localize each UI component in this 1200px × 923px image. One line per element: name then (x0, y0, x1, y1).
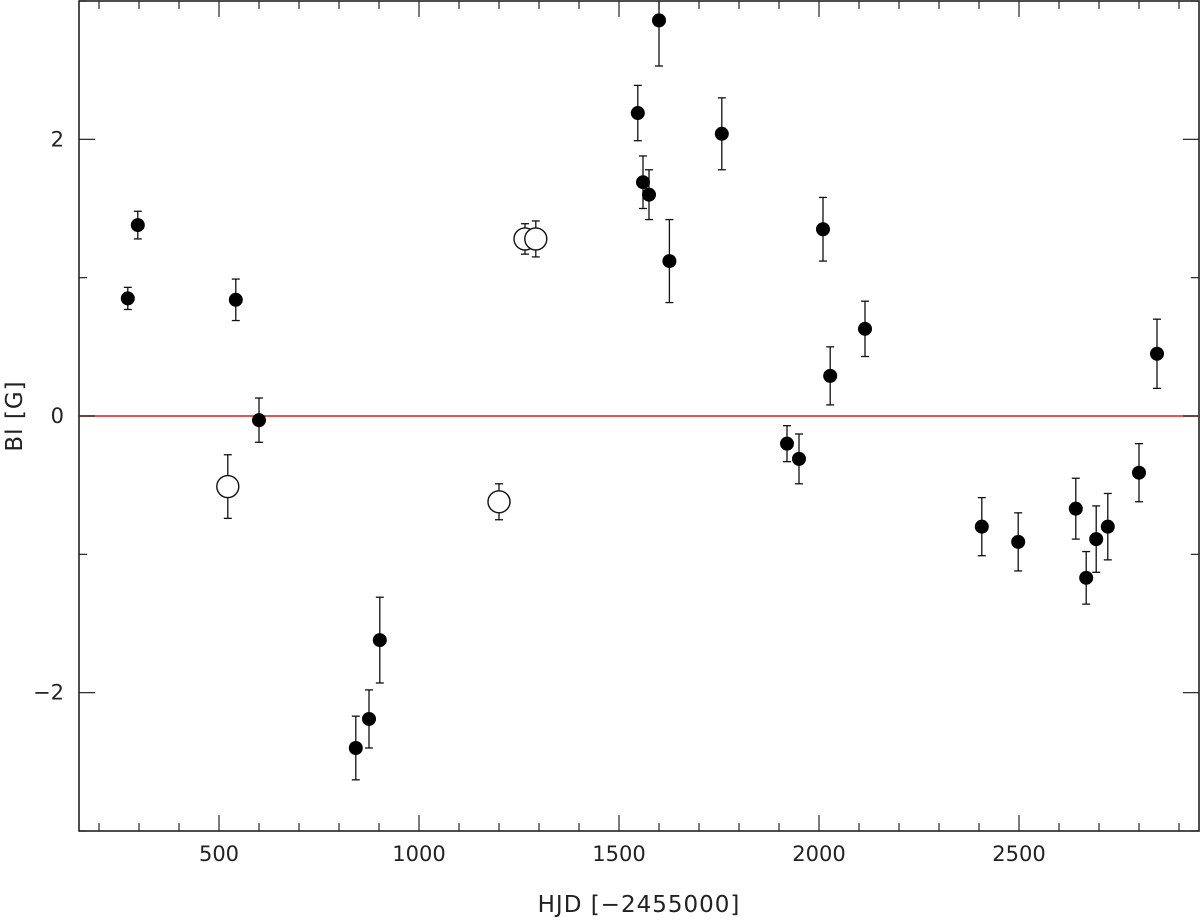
filled-circle-marker (372, 633, 387, 648)
filled-circle-marker (130, 218, 145, 233)
x-axis-title: HJD [−2455000] (538, 892, 741, 918)
filled-data-point (130, 210, 145, 240)
filled-circle-marker (1011, 534, 1026, 549)
filled-circle-marker (1079, 570, 1094, 585)
filled-circle-marker (823, 368, 838, 383)
filled-data-point (630, 84, 645, 142)
y-tick-label: 0 (51, 404, 64, 428)
filled-circle-marker (714, 126, 729, 141)
filled-circle-marker (974, 519, 989, 534)
filled-circle-marker (1100, 519, 1115, 534)
filled-data-point (816, 196, 830, 262)
filled-data-point (228, 278, 243, 322)
x-tick-label: 2000 (792, 842, 845, 866)
filled-data-point (1079, 550, 1094, 605)
filled-circle-marker (630, 106, 645, 121)
filled-data-point (662, 218, 677, 304)
x-tick-label: 1500 (592, 842, 645, 866)
filled-data-point (372, 596, 387, 684)
filled-data-point (858, 300, 872, 358)
filled-data-point (348, 715, 363, 781)
filled-data-point (974, 496, 989, 557)
filled-data-point (1100, 492, 1115, 561)
x-tick-label: 2500 (992, 842, 1045, 866)
filled-data-point (642, 169, 656, 221)
filled-circle-marker (252, 413, 266, 428)
y-axis-title: Bl [G] (2, 380, 28, 451)
open-circle-marker (524, 227, 548, 251)
filled-data-point (1089, 505, 1104, 573)
filled-circle-marker (1068, 501, 1083, 516)
filled-circle-marker (228, 292, 243, 307)
filled-circle-marker (1089, 532, 1104, 547)
filled-circle-marker (816, 222, 830, 237)
filled-data-point (636, 155, 650, 210)
open-circle-marker (216, 474, 240, 499)
filled-data-point (1068, 477, 1083, 540)
filled-data-point (823, 346, 838, 406)
filled-circle-marker (652, 13, 666, 28)
y-tick-label: −2 (33, 681, 64, 705)
filled-circle-marker (348, 741, 363, 755)
x-tick-label: 500 (199, 842, 239, 866)
filled-data-point (120, 286, 135, 311)
open-data-point (487, 483, 511, 521)
open-data-point (216, 454, 240, 520)
open-circle-marker (487, 490, 511, 514)
filled-data-point (780, 425, 794, 463)
filled-data-point (792, 433, 806, 485)
filled-circle-marker (858, 321, 872, 336)
y-tick-label: 2 (51, 127, 64, 151)
filled-data-point (252, 397, 266, 443)
filled-circle-marker (120, 291, 135, 306)
filled-data-point (1150, 318, 1164, 389)
x-tick-label: 1000 (392, 842, 445, 866)
filled-circle-marker (1132, 465, 1146, 480)
filled-data-point (362, 689, 376, 749)
filled-data-point (714, 97, 729, 171)
filled-circle-marker (1150, 346, 1164, 361)
filled-circle-marker (780, 436, 794, 451)
filled-circle-marker (362, 711, 376, 726)
filled-data-point (1132, 443, 1146, 503)
filled-data-point (1011, 512, 1026, 572)
filled-circle-marker (642, 187, 656, 202)
filled-circle-marker (662, 254, 677, 269)
filled-data-point (652, 1, 666, 67)
filled-circle-marker (792, 451, 806, 466)
open-data-point (524, 220, 548, 258)
filled-circle-marker (636, 175, 650, 190)
